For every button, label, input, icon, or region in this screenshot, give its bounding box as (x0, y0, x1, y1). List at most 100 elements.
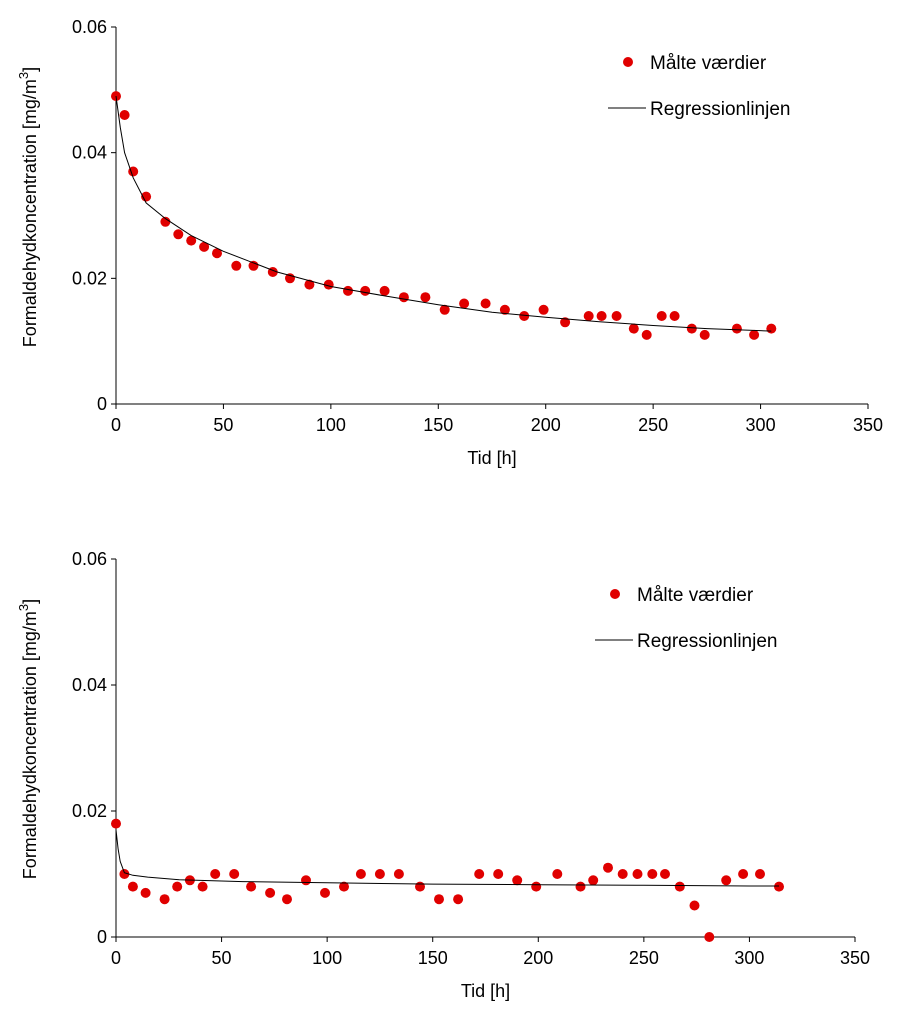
chart1-data-point (127, 881, 138, 892)
chart0-data-point (173, 229, 184, 240)
chart1-data-point (320, 887, 330, 898)
chart1-x-axis-title: Tid [h] (461, 981, 510, 1001)
chart0-data-point (480, 298, 491, 309)
chart1-data-point (453, 894, 464, 905)
chart1-data-point (721, 875, 732, 886)
chart1-x-tick-label: 250 (629, 948, 659, 968)
chart0-data-point (360, 285, 371, 296)
chart1-y-axis-title-tail: ] (20, 599, 40, 604)
chart0-y-axis-title-main: Formaldehydkoncentration [mg/m (20, 79, 40, 347)
chart0-data-point (304, 279, 315, 290)
chart1-data-point (575, 881, 586, 892)
chart0-data-point (686, 323, 697, 334)
chart1-y-tick-label: 0.02 (72, 801, 107, 821)
chart1-y-tick-label: 0.04 (72, 675, 107, 695)
chart1-data-point (140, 887, 151, 898)
chart1-data-point (415, 881, 425, 892)
chart1-legend-marker-swatch (610, 589, 620, 599)
chart1-data-point (265, 887, 276, 898)
chart1-data-point (119, 869, 130, 879)
chart0-data-point (628, 323, 639, 334)
chart1-y-tick-label: 0.06 (72, 549, 107, 569)
chart0-data-point (538, 304, 549, 315)
chart1-data-point (210, 869, 221, 879)
chart1-data-point (755, 869, 765, 879)
chart1-data-point (172, 881, 183, 892)
chart1-legend-label: Målte værdier (637, 585, 754, 606)
chart1-data-point (493, 869, 504, 879)
chart0-data-point (439, 304, 450, 315)
chart1-data-point (159, 894, 170, 905)
chart0-data-point (699, 329, 710, 340)
chart0-data-point (186, 235, 197, 246)
chart1-data-point (229, 869, 240, 879)
chart1-data-point (434, 894, 444, 905)
chart0-data-point (212, 248, 222, 259)
chart0-y-tick-label: 0.04 (72, 143, 107, 163)
chart1-data-point (246, 881, 257, 892)
chart1-data-point (689, 900, 700, 911)
chart1-data-point (660, 869, 670, 879)
chart0-data-point (323, 279, 334, 290)
chart0-data-point (199, 241, 210, 252)
chart0-x-tick-label: 300 (746, 415, 776, 435)
chart1-x-tick-label: 50 (212, 948, 232, 968)
chart1-y-axis-title: Formaldehydkoncentration [mg/m3] (16, 599, 40, 879)
chart0-data-point (499, 304, 510, 315)
chart1-data-point (647, 869, 658, 879)
chart1-data-point (632, 869, 643, 879)
chart1-x-tick-label: 300 (734, 948, 764, 968)
chart1-data-point (393, 869, 404, 879)
chart0-x-tick-label: 350 (853, 415, 883, 435)
chart0-x-tick-label: 150 (423, 415, 453, 435)
chart0-x-tick-label: 200 (531, 415, 561, 435)
chart1-data-point (339, 881, 349, 892)
chart0-data-point (669, 311, 680, 321)
chart0-data-point (611, 311, 622, 321)
chart0-legend-label: Regressionlinjen (650, 99, 790, 120)
chart1-data-point (474, 869, 485, 879)
chart1-data-point (674, 881, 685, 892)
chart1-data-point (301, 875, 311, 886)
chart-bottom-svg: 0 50 100 150 200 250 300 350 0 0.02 0.04 0.06 Tid [h… (16, 549, 870, 1001)
chart0-data-point (248, 260, 259, 271)
chart1-x-tick-label: 100 (312, 948, 342, 968)
chart0-data-point (231, 260, 242, 271)
chart0-x-tick-label: 50 (213, 415, 233, 435)
chart1-legend-label: Regressionlinjen (637, 631, 777, 652)
chart1-data-point (197, 881, 208, 892)
chart0-regression-line (115, 96, 772, 332)
chart0-y-tick-label: 0.06 (72, 17, 107, 37)
chart1-data-point (374, 869, 385, 879)
chart1-data-point (355, 869, 366, 879)
chart0-data-point (749, 329, 760, 340)
chart0-legend-marker-swatch (623, 57, 633, 67)
chart0-data-point (560, 317, 571, 328)
chart1-data-point (738, 869, 749, 879)
chart1-data-point (552, 869, 563, 879)
chart-top: 0 50 100 150 200 250 300 350 0 0.02 0.04 0.06 Tid [h… (0, 0, 897, 510)
chart1-data-point (282, 894, 292, 905)
chart0-data-point (731, 323, 742, 334)
chart1-y-axis-title-main: Formaldehydkoncentration [mg/m (20, 611, 40, 879)
chart0-data-point (420, 292, 431, 303)
chart1-y-tick-label: 0 (97, 927, 107, 947)
chart0-data-point (656, 311, 667, 321)
chart1-data-point (774, 881, 784, 892)
chart0-data-point (583, 311, 594, 321)
chart1-data-point (512, 875, 523, 886)
chart1-data-point (603, 862, 613, 873)
chart1-data-point (531, 881, 542, 892)
chart0-data-point (459, 298, 470, 309)
chart0-y-tick-label: 0.02 (72, 268, 107, 288)
chart0-y-axis-title-sup: 3 (16, 72, 31, 79)
chart0-x-tick-label: 250 (638, 415, 668, 435)
chart0-x-tick-label: 100 (316, 415, 346, 435)
chart1-data-point (588, 875, 599, 886)
chart0-data-point (596, 311, 607, 321)
chart1-regression-line (115, 829, 779, 887)
chart0-data-point (641, 329, 652, 340)
chart0-data-point (379, 285, 390, 296)
chart-bottom: 0 50 100 150 200 250 300 350 0 0.02 0.04 0.06 Tid [h… (0, 521, 897, 1031)
chart0-x-tick-label: 0 (111, 415, 121, 435)
